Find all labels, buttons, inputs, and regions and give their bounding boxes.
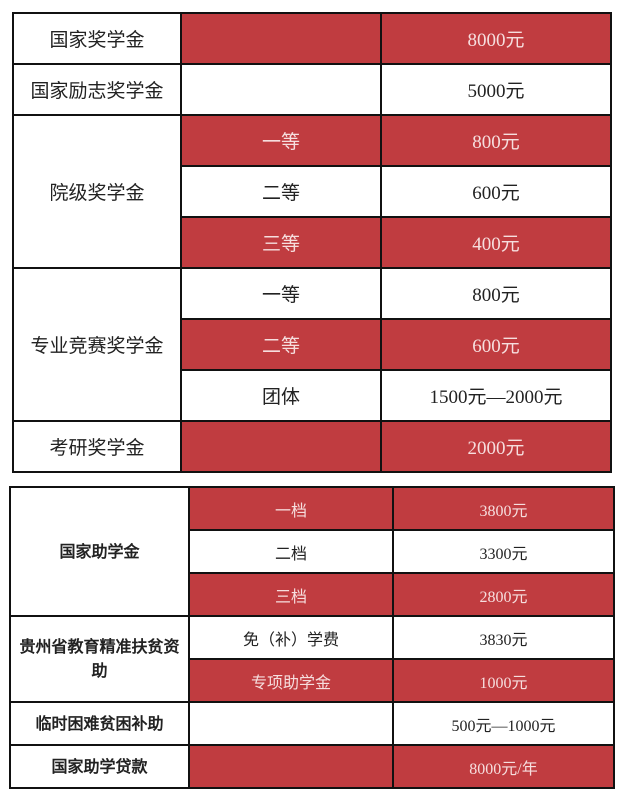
item-name: 国家助学贷款 xyxy=(9,744,190,789)
level-cell: 一等 xyxy=(180,267,382,320)
level-cell: 一等 xyxy=(180,114,382,167)
level-cell: 二档 xyxy=(188,529,394,574)
table-row: 院级奖学金 一等 800元 xyxy=(12,114,612,269)
level-cell: 二等 xyxy=(180,318,382,371)
level-cell xyxy=(180,63,382,116)
table-row: 贵州省教育精准扶贫资助 免（补）学费 3830元 xyxy=(9,615,615,703)
amount-cell: 800元 xyxy=(380,267,612,320)
level-cell: 团体 xyxy=(180,369,382,422)
amount-cell: 8000元/年 xyxy=(392,744,615,789)
table-row: 专项助学金 1000元 xyxy=(10,658,615,703)
level-cell xyxy=(188,701,394,746)
table-row: 二等 600元 xyxy=(13,318,612,371)
level-cell: 三等 xyxy=(180,216,382,269)
amount-cell: 2800元 xyxy=(392,572,615,617)
amount-cell: 2000元 xyxy=(380,420,612,473)
item-name: 国家奖学金 xyxy=(12,12,182,65)
level-cell: 一档 xyxy=(188,486,394,531)
level-cell: 免（补）学费 xyxy=(188,615,394,660)
item-name: 贵州省教育精准扶贫资助 xyxy=(9,615,190,703)
level-cell xyxy=(188,744,394,789)
table-row: 二等 600元 xyxy=(13,165,612,218)
amount-cell: 3830元 xyxy=(392,615,615,660)
amount-cell: 600元 xyxy=(380,165,612,218)
amount-cell: 600元 xyxy=(380,318,612,371)
amount-cell: 1500元—2000元 xyxy=(380,369,612,422)
table-row: 团体 1500元—2000元 xyxy=(13,369,612,422)
amount-cell: 5000元 xyxy=(380,63,612,116)
level-cell xyxy=(180,12,382,65)
table-row: 三等 400元 xyxy=(13,216,612,269)
table-row: 三档 2800元 xyxy=(10,572,615,617)
level-cell: 专项助学金 xyxy=(188,658,394,703)
amount-cell: 3800元 xyxy=(392,486,615,531)
amount-cell: 800元 xyxy=(380,114,612,167)
table-row: 国家励志奖学金 5000元 xyxy=(12,63,612,116)
item-name: 国家助学金 xyxy=(9,486,190,617)
amount-cell: 3300元 xyxy=(392,529,615,574)
level-cell xyxy=(180,420,382,473)
scholarship-table: 国家奖学金 8000元 国家励志奖学金 5000元 院级奖学金 一等 800元 … xyxy=(12,12,612,473)
amount-cell: 400元 xyxy=(380,216,612,269)
item-name: 考研奖学金 xyxy=(12,420,182,473)
level-cell: 二等 xyxy=(180,165,382,218)
table-row: 临时困难贫困补助 500元—1000元 xyxy=(9,701,615,746)
financial-aid-table: 国家助学金 一档 3800元 二档 3300元 三档 2800元 贵州省教育精准… xyxy=(9,486,615,789)
item-name: 院级奖学金 xyxy=(12,114,182,269)
item-name: 专业竞赛奖学金 xyxy=(12,267,182,422)
amount-cell: 8000元 xyxy=(380,12,612,65)
table-row: 国家助学贷款 8000元/年 xyxy=(9,744,615,789)
table-row: 国家奖学金 8000元 xyxy=(12,12,612,65)
table-row: 专业竞赛奖学金 一等 800元 xyxy=(12,267,612,422)
item-name: 国家励志奖学金 xyxy=(12,63,182,116)
amount-cell: 500元—1000元 xyxy=(392,701,615,746)
table-row: 考研奖学金 2000元 xyxy=(12,420,612,473)
table-row: 二档 3300元 xyxy=(10,529,615,574)
item-name: 临时困难贫困补助 xyxy=(9,701,190,746)
level-cell: 三档 xyxy=(188,572,394,617)
amount-cell: 1000元 xyxy=(392,658,615,703)
table-row: 国家助学金 一档 3800元 xyxy=(9,486,615,617)
